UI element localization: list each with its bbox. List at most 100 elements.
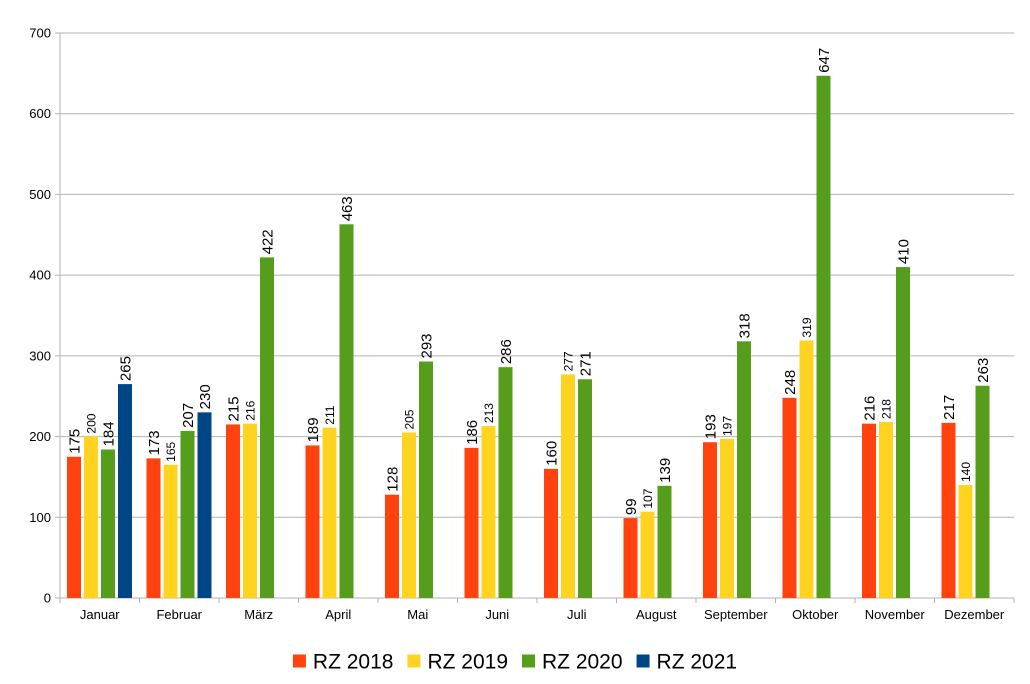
data-label: 286 <box>498 339 515 364</box>
bar-rz-2020-mai <box>419 361 433 598</box>
x-tick-label: September <box>704 607 768 622</box>
data-label: 277 <box>561 351 575 371</box>
data-label: 422 <box>259 229 276 254</box>
data-label: 211 <box>323 405 337 424</box>
x-tick-label: Juli <box>567 607 587 622</box>
bar-rz-2019-februar <box>163 464 178 598</box>
bar-rz-2020-april <box>339 224 354 599</box>
data-label: 140 <box>959 462 973 482</box>
data-label: 99 <box>623 498 640 515</box>
bar-rz-2020-juni <box>498 367 513 598</box>
bar-rz-2020-juli <box>578 379 592 598</box>
data-label: 215 <box>225 396 242 421</box>
bar-rz-2018-april <box>305 445 320 598</box>
legend-label: RZ 2019 <box>427 651 508 674</box>
bar-rz-2018-august <box>623 518 638 598</box>
legend-label: RZ 2021 <box>657 651 738 674</box>
legend-label: RZ 2020 <box>542 651 623 674</box>
data-label: 271 <box>577 351 594 376</box>
bar-rz-2019-mai <box>402 432 416 598</box>
data-label: 218 <box>879 399 893 419</box>
y-tick-label: 200 <box>29 429 51 444</box>
x-tick-label: Januar <box>80 607 120 622</box>
bar-rz-2018-oktober <box>782 397 797 598</box>
data-label: 205 <box>402 409 416 429</box>
bar-rz-2019-juli <box>561 374 575 598</box>
data-label: 293 <box>418 333 435 358</box>
legend-item-rz-2019: RZ 2019 <box>407 651 508 674</box>
bar-rz-2018-juli <box>544 468 558 598</box>
data-label: 263 <box>975 358 992 383</box>
data-label: 216 <box>243 400 257 420</box>
bar-rz-2019-november <box>879 422 893 598</box>
data-label: 139 <box>657 458 674 483</box>
bar-rz-2019-april <box>322 427 337 598</box>
data-label: 463 <box>339 196 356 221</box>
data-label: 160 <box>543 441 560 466</box>
x-tick-label: April <box>325 607 351 622</box>
bar-rz-2018-dezember <box>941 422 956 598</box>
bar-rz-2020-januar <box>101 449 115 598</box>
bar-rz-2018-februar <box>146 458 161 598</box>
data-label: 175 <box>66 429 83 454</box>
data-label: 217 <box>941 395 958 420</box>
bar-rz-2020-oktober <box>816 75 831 599</box>
bar-rz-2020-märz <box>260 257 274 598</box>
data-label: 193 <box>702 414 719 439</box>
bar-rz-2018-november <box>862 423 876 598</box>
data-label: 319 <box>800 317 814 337</box>
data-label: 248 <box>782 370 799 395</box>
x-tick-label: Mai <box>407 607 428 622</box>
data-label: 213 <box>482 403 496 423</box>
bar-rz-2019-september <box>720 438 734 598</box>
legend-swatch <box>522 654 535 668</box>
data-label: 184 <box>100 421 117 446</box>
y-tick-label: 0 <box>44 591 51 606</box>
bar-rz-2020-september <box>737 341 751 598</box>
x-tick-label: Februar <box>156 607 202 622</box>
data-label: 186 <box>464 420 481 445</box>
x-tick-label: Oktober <box>792 607 839 622</box>
bar-rz-2019-august <box>640 511 655 598</box>
bar-rz-2020-dezember <box>975 385 990 598</box>
bar-rz-2019-märz <box>243 423 257 598</box>
y-tick-label: 400 <box>29 268 51 283</box>
bar-rz-2021-februar <box>197 412 212 598</box>
bar-rz-2020-februar <box>180 430 195 598</box>
data-label: 647 <box>816 48 833 73</box>
bar-rz-2018-januar <box>67 456 81 598</box>
data-label: 207 <box>180 403 197 428</box>
bar-rz-2018-juni <box>464 447 479 598</box>
x-tick-label: November <box>865 607 926 622</box>
legend-item-rz-2020: RZ 2020 <box>522 651 623 674</box>
legend-swatch <box>407 654 421 668</box>
legend-swatch <box>636 654 650 668</box>
bar-rz-2020-november <box>896 267 910 598</box>
bar-rz-2019-dezember <box>958 485 973 598</box>
data-label: 200 <box>84 413 98 433</box>
x-axis: Januar Februar März April Mai Juni Juli August S… <box>59 597 1015 622</box>
legend-label: RZ 2018 <box>313 651 394 674</box>
data-label: 107 <box>641 488 655 508</box>
legend-swatch <box>292 654 306 668</box>
legend-item-rz-2021: RZ 2021 <box>636 651 738 674</box>
bar-rz-2018-märz <box>226 424 240 598</box>
x-tick-label: Juni <box>485 607 509 622</box>
y-tick-label: 600 <box>29 106 51 121</box>
x-tick-label: Dezember <box>944 607 1005 622</box>
bar-rz-2020-august <box>657 485 672 598</box>
bar-rz-2018-september <box>703 442 717 598</box>
data-label: 189 <box>305 417 322 442</box>
bars <box>67 75 990 599</box>
bar-rz-2019-juni <box>481 426 496 598</box>
data-label: 165 <box>164 441 178 461</box>
grid-lines <box>60 32 1014 599</box>
data-label: 216 <box>861 396 878 421</box>
y-tick-label: 300 <box>29 348 51 363</box>
bar-rz-2019-oktober <box>799 340 814 598</box>
y-axis: 0 100 200 300 400 500 600 700 <box>29 26 61 606</box>
data-label: 173 <box>146 430 163 455</box>
y-tick-label: 700 <box>29 26 51 41</box>
